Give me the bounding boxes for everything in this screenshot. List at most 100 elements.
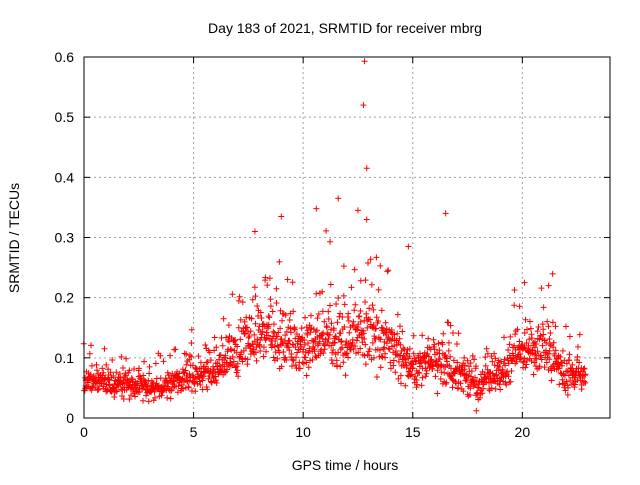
data-point (562, 387, 569, 394)
data-point (95, 386, 102, 393)
data-point (278, 336, 285, 343)
data-point (395, 358, 402, 365)
data-point (257, 348, 264, 355)
data-point (368, 281, 375, 288)
data-point (471, 374, 478, 381)
data-point (334, 319, 341, 326)
data-point (491, 350, 498, 357)
data-point (520, 359, 527, 366)
data-point (93, 367, 100, 374)
data-point (274, 333, 281, 340)
data-point (351, 266, 358, 273)
data-point (233, 349, 240, 356)
data-point (340, 263, 347, 270)
data-point (424, 350, 431, 357)
data-point (377, 262, 384, 269)
data-point (197, 381, 204, 388)
data-point (516, 338, 523, 345)
data-point (250, 341, 257, 348)
data-point (366, 352, 373, 359)
data-point (265, 332, 272, 339)
data-point (425, 335, 432, 342)
data-point (347, 346, 354, 353)
data-point (103, 361, 110, 368)
data-point (262, 274, 269, 281)
data-point (340, 359, 347, 366)
data-point (442, 210, 449, 217)
data-point (571, 384, 578, 391)
data-point (384, 268, 391, 275)
data-point (226, 338, 233, 345)
data-point (143, 392, 150, 399)
data-point (397, 372, 404, 379)
data-point (397, 380, 404, 387)
data-point (435, 340, 442, 347)
data-point (337, 330, 344, 337)
data-point (327, 281, 334, 288)
data-point (564, 391, 571, 398)
data-point (505, 360, 512, 367)
data-point (110, 373, 117, 380)
data-point (521, 344, 528, 351)
data-point (239, 356, 246, 363)
data-point (234, 360, 241, 367)
data-point (373, 325, 380, 332)
data-point (255, 313, 262, 320)
data-point (463, 377, 470, 384)
data-point (242, 330, 249, 337)
data-point (357, 345, 364, 352)
data-point (560, 371, 567, 378)
data-point (245, 328, 252, 335)
data-point (535, 324, 542, 331)
data-point (302, 349, 309, 356)
data-point (290, 308, 297, 315)
data-point (469, 352, 476, 359)
data-point (447, 353, 454, 360)
data-point (343, 350, 350, 357)
data-point (345, 317, 352, 324)
data-point (140, 397, 147, 404)
data-point (86, 350, 93, 357)
y-tick-label: 0 (66, 410, 74, 426)
data-point (132, 393, 139, 400)
data-point (497, 377, 504, 384)
data-point (486, 370, 493, 377)
data-point (232, 337, 239, 344)
data-point (174, 389, 181, 396)
data-point (412, 373, 419, 380)
data-point (566, 333, 573, 340)
data-point (282, 312, 289, 319)
data-point (508, 367, 515, 374)
data-point (552, 323, 559, 330)
data-point (396, 335, 403, 342)
data-point (338, 338, 345, 345)
data-point (367, 256, 374, 263)
data-point (523, 361, 530, 368)
data-point (172, 346, 179, 353)
data-point (386, 336, 393, 343)
data-point (341, 301, 348, 308)
data-point (236, 293, 243, 300)
data-point (145, 398, 152, 405)
data-point (272, 337, 279, 344)
data-point (574, 353, 581, 360)
data-point (348, 284, 355, 291)
data-point (547, 330, 554, 337)
data-point (352, 343, 359, 350)
data-point (484, 350, 491, 357)
axis-ticks: 0 5 10 15 20 0 0.1 0.2 0.3 0.4 0.5 0.6 (55, 49, 610, 440)
data-point (320, 349, 327, 356)
data-point (540, 326, 547, 333)
data-point (370, 321, 377, 328)
data-point (128, 392, 134, 399)
data-point (339, 344, 346, 351)
data-point (106, 381, 113, 388)
data-point (325, 335, 332, 342)
x-tick-label: 0 (80, 424, 88, 440)
data-point (326, 332, 333, 339)
data-point (278, 363, 285, 370)
data-point (125, 378, 132, 385)
data-point (548, 377, 555, 384)
data-point (337, 346, 344, 353)
x-axis-label: GPS time / hours (292, 457, 399, 473)
